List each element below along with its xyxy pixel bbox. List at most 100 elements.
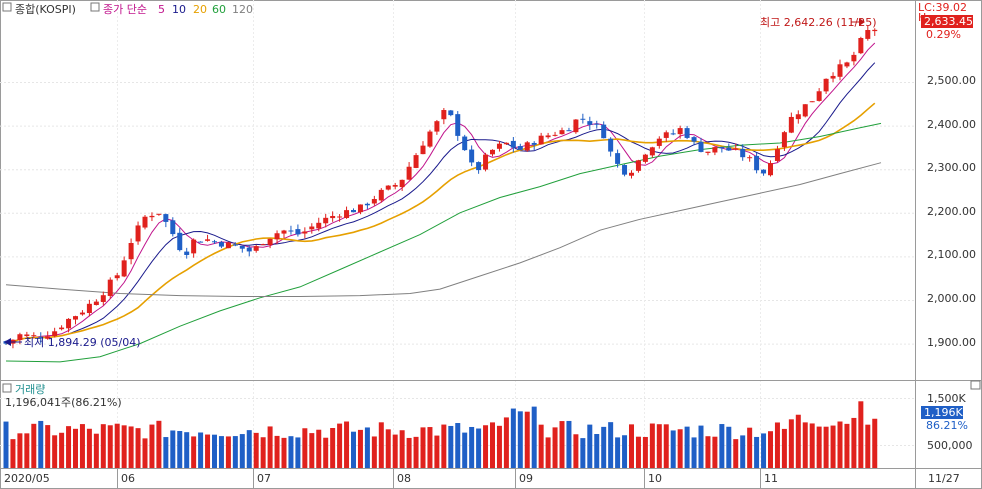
- volume-bar: [371, 436, 377, 468]
- volume-bar: [809, 423, 815, 468]
- time-label: 07: [257, 472, 271, 485]
- candle-body: [260, 244, 266, 246]
- volume-bar: [59, 432, 65, 468]
- candle-body: [184, 251, 190, 255]
- price-tick: 2,400.00: [927, 118, 976, 131]
- volume-bar: [517, 411, 523, 468]
- candle-body: [323, 217, 329, 224]
- last-price: 2,633.45: [924, 15, 973, 28]
- volume-bar: [698, 425, 704, 468]
- volume-tick-1500k: 1,500K: [927, 392, 966, 405]
- candle-body: [163, 214, 169, 222]
- time-label: 09: [519, 472, 533, 485]
- candle-body: [490, 149, 495, 155]
- candle-body: [691, 137, 697, 142]
- volume-info: 1,196,041주(86.21%): [5, 396, 122, 409]
- volume-bar: [399, 430, 405, 468]
- candle-body: [726, 147, 732, 151]
- volume-bar: [149, 424, 155, 468]
- ma-line-5: [5, 42, 876, 345]
- volume-bar: [754, 436, 760, 468]
- volume-bar: [3, 421, 9, 468]
- volume-bar: [79, 424, 85, 468]
- ma-period-60: 60: [212, 3, 226, 16]
- legend-toggle-icon[interactable]: [2, 2, 12, 12]
- candle-body: [747, 157, 753, 159]
- volume-bar: [260, 437, 266, 468]
- last-volume: 1,196K: [924, 406, 963, 419]
- candle-body: [774, 149, 780, 161]
- volume-bar: [378, 422, 384, 468]
- ma-period-120: 120: [232, 3, 253, 16]
- candle-body: [462, 136, 468, 151]
- candle-body: [649, 147, 655, 156]
- volume-bar: [100, 424, 106, 468]
- volume-bar: [531, 406, 537, 468]
- candle-body: [79, 312, 85, 315]
- volume-bar: [566, 420, 572, 468]
- candle-body: [795, 114, 801, 120]
- candle-body: [198, 241, 204, 243]
- candle-body: [622, 165, 628, 175]
- candle-body: [385, 185, 391, 190]
- volume-bar: [135, 428, 141, 468]
- candle-body: [45, 336, 51, 339]
- candle-body: [761, 169, 767, 174]
- candle-body: [733, 148, 739, 150]
- pane-maximize-icon[interactable]: [970, 380, 981, 390]
- candle-body: [239, 245, 245, 249]
- volume-bar: [427, 427, 433, 468]
- volume-bar: [156, 420, 162, 468]
- volume-bar: [629, 424, 634, 468]
- candle-body: [309, 226, 315, 230]
- volume-bar: [177, 431, 183, 468]
- ma-toggle-icon[interactable]: [90, 2, 100, 12]
- volume-toggle-icon[interactable]: [2, 383, 12, 393]
- candle-body: [267, 238, 273, 245]
- volume-bar: [17, 433, 23, 468]
- volume-bar: [212, 434, 217, 468]
- candles: [3, 25, 878, 349]
- low-annotation: 최저 1,894.29 (05/04): [24, 336, 141, 349]
- candle-body: [872, 29, 878, 32]
- volume-tick-500k: 500,000: [927, 439, 973, 452]
- volume-bar: [351, 431, 356, 468]
- moving-average-lines: [5, 42, 882, 363]
- candle-body: [191, 239, 197, 254]
- volume-bar: [10, 439, 16, 468]
- ma-label: 종가 단순: [103, 3, 147, 16]
- volume-bar: [45, 425, 51, 468]
- candle-body: [483, 154, 489, 170]
- price-tick: 1,900.00: [927, 336, 976, 349]
- volume-bar: [872, 418, 878, 468]
- candle-body: [218, 242, 224, 247]
- candle-body: [531, 142, 537, 145]
- volume-bar: [635, 436, 641, 468]
- volume-bar: [865, 424, 871, 468]
- price-tick: 2,000.00: [927, 292, 976, 305]
- candle-body: [66, 318, 72, 329]
- volume-bar: [267, 426, 273, 468]
- volume-bar: [545, 437, 551, 468]
- volume-title: 거래량: [15, 383, 45, 396]
- candle-body: [24, 334, 30, 337]
- volume-bar: [691, 437, 697, 468]
- volume-bar: [851, 417, 857, 468]
- candle-body: [93, 301, 99, 306]
- volume-bar: [24, 433, 30, 468]
- volume-bar: [170, 430, 176, 468]
- candle-body: [135, 225, 141, 242]
- volume-bar: [747, 427, 753, 468]
- volume-bar: [642, 436, 648, 468]
- volume-bar: [434, 435, 440, 468]
- candle-body: [205, 239, 211, 241]
- volume-bar: [830, 425, 836, 468]
- volume-bar: [462, 432, 468, 468]
- volume-bar: [733, 439, 739, 468]
- candle-body: [510, 140, 516, 148]
- candle-body: [656, 138, 662, 146]
- candle-body: [476, 162, 482, 171]
- volume-bar: [656, 424, 662, 468]
- candle-body: [844, 62, 850, 67]
